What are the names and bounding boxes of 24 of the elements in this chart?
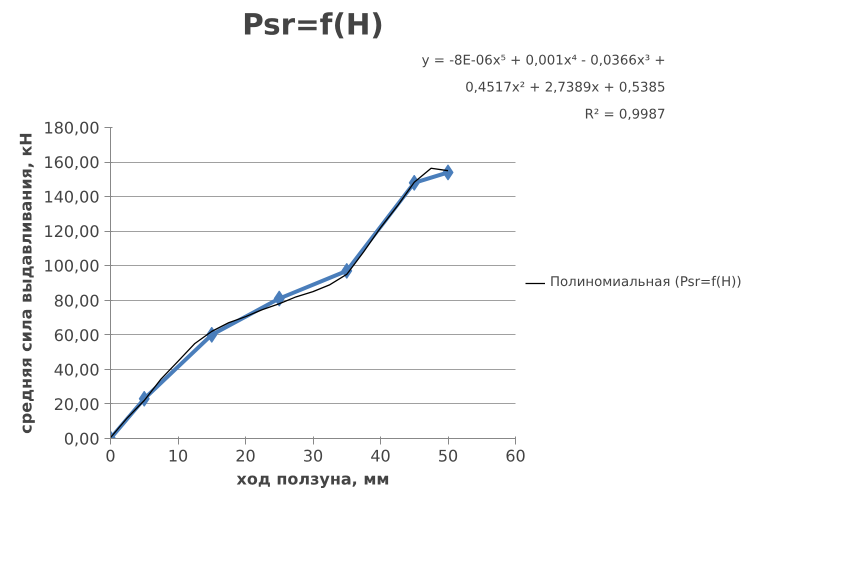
text: y = -8E-06x⁵ + 0,001x⁴ - 0,0366x³ +	[422, 54, 666, 68]
y-tick-label: 0,00	[64, 430, 100, 448]
x-tick-label: 60	[505, 446, 526, 466]
x-tick-label: 40	[370, 446, 391, 466]
y-tick-label: 160,00	[44, 153, 100, 172]
y-tick-label: 140,00	[44, 188, 100, 207]
text: R² = 0,9987	[584, 108, 666, 122]
y-axis-title: средняя сила выдавливания, кН	[16, 132, 36, 434]
x-tick-label: 10	[168, 446, 188, 466]
y-tick-label: 80,00	[54, 291, 100, 310]
x-axis-title: ход ползуна, мм	[236, 470, 390, 488]
x-tick-label: 20	[235, 446, 256, 466]
y-tick-label: 180,00	[44, 118, 100, 138]
y-tick-label: 20,00	[54, 394, 100, 414]
x-tick-label: 50	[438, 446, 458, 466]
legend-label: Полиномиальная (Psr=f(H))	[550, 275, 742, 290]
y-tick-label: 40,00	[54, 360, 100, 380]
chart-title: Psr=f(H)	[242, 8, 384, 42]
y-tick-label: 100,00	[44, 256, 100, 276]
x-tick-label: 30	[302, 446, 324, 466]
x-tick-label: 0	[105, 446, 116, 466]
y-tick-label: 120,00	[44, 222, 100, 242]
text: 0,4517x² + 2,7389x + 0,5385	[465, 80, 666, 96]
y-tick-label: 60,00	[54, 326, 100, 345]
